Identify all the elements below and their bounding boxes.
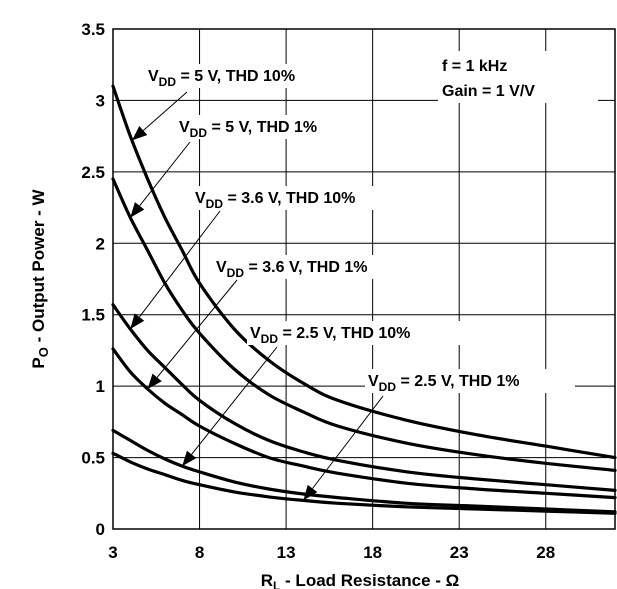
x-axis-label-main: R (261, 571, 273, 589)
label-rest: = 5 V, THD 1% (207, 119, 317, 136)
y-tick-label: 3 (96, 91, 105, 110)
label-background (145, 64, 371, 88)
y-axis-label-rest: - Output Power - W (29, 188, 48, 347)
x-tick-label: 18 (363, 543, 382, 562)
plot-frame (112, 28, 616, 530)
conditions-annotation: f = 1 kHz Gain = 1 V/V (438, 51, 598, 103)
series-label-6: VDD = 2.5 V, THD 1% (303, 369, 575, 501)
series-labels: VDD = 5 V, THD 10%VDD = 5 V, THD 1%VDD =… (130, 64, 575, 501)
label-rest: = 2.5 V, THD 10% (278, 325, 410, 342)
series-label-2: VDD = 5 V, THD 1% (130, 115, 366, 218)
series-arrow-line (138, 210, 221, 318)
condition-frequency: f = 1 kHz (442, 58, 507, 75)
series-arrow-line (191, 346, 278, 455)
y-axis-label: PO - Output Power - W (29, 188, 51, 368)
label-subscript: DD (206, 197, 224, 211)
series-arrow-head (132, 126, 148, 141)
x-axis-label-sub: L (273, 579, 280, 589)
label-rest: = 3.6 V, THD 1% (244, 259, 367, 276)
label-prefix: V (195, 190, 206, 207)
label-prefix: V (179, 119, 190, 136)
series-label-1: VDD = 5 V, THD 10% (132, 64, 371, 141)
series-arrow-head (130, 313, 145, 329)
y-tick-label: 3.5 (81, 20, 105, 39)
series-arrow-line (312, 395, 384, 489)
label-subscript: DD (159, 75, 177, 89)
series-label-4: VDD = 3.6 V, THD 1% (147, 255, 418, 389)
x-tick-label: 28 (536, 543, 555, 562)
label-background (213, 255, 418, 279)
series-label-text: VDD = 2.5 V, THD 1% (368, 373, 519, 394)
series-label-5: VDD = 2.5 V, THD 10% (182, 321, 485, 467)
y-tick-label: 1 (96, 377, 105, 396)
label-prefix: V (216, 259, 227, 276)
x-tick-label: 3 (108, 543, 117, 562)
label-subscript: DD (190, 126, 208, 140)
label-rest: = 2.5 V, THD 1% (396, 373, 519, 390)
y-tick-label: 2.5 (81, 163, 105, 182)
label-background (192, 186, 407, 210)
series-line-5 (111, 428, 617, 514)
series-label-text: VDD = 5 V, THD 10% (148, 68, 295, 89)
tick-labels: 3 8 13 18 23 28 0 0.5 1 1.5 2 2.5 3 3.5 (81, 20, 555, 562)
label-subscript: DD (261, 332, 279, 346)
series-arrow-head (147, 373, 162, 389)
series-line-4 (111, 347, 617, 500)
x-axis-label: RL - Load Resistance - Ω (261, 571, 460, 589)
series-arrow-line (139, 141, 191, 207)
series-label-text: VDD = 3.6 V, THD 1% (216, 259, 367, 280)
y-axis-label-main: P (29, 357, 48, 368)
series-arrow-head (130, 202, 145, 218)
x-tick-label: 23 (450, 543, 469, 562)
label-background (365, 369, 575, 393)
condition-gain: Gain = 1 V/V (442, 83, 535, 100)
y-tick-label: 1.5 (81, 306, 105, 325)
y-axis-label-sub: O (36, 347, 51, 357)
label-subscript: DD (379, 380, 397, 394)
label-background (176, 115, 366, 139)
series-arrow-head (303, 484, 318, 501)
x-tick-label: 8 (195, 543, 204, 562)
series-line-3 (111, 303, 617, 492)
x-axis-label-rest: - Load Resistance - Ω (280, 571, 459, 589)
label-background (247, 321, 485, 345)
series-label-text: VDD = 3.6 V, THD 10% (195, 190, 355, 211)
series-label-text: VDD = 2.5 V, THD 10% (250, 325, 410, 346)
series-arrow-line (156, 279, 238, 378)
series-label-text: VDD = 5 V, THD 1% (179, 119, 317, 140)
label-rest: = 3.6 V, THD 10% (223, 190, 355, 207)
y-tick-label: 2 (96, 234, 105, 253)
series-line-2 (111, 177, 617, 472)
label-prefix: V (368, 373, 379, 390)
y-tick-label: 0 (96, 520, 105, 539)
series-arrow-line (142, 91, 188, 131)
label-subscript: DD (227, 266, 245, 280)
series-line-6 (111, 451, 617, 515)
y-tick-label: 0.5 (81, 449, 105, 468)
series-line-1 (111, 84, 617, 460)
label-rest: = 5 V, THD 10% (176, 68, 295, 85)
curves (111, 84, 617, 515)
x-tick-label: 13 (277, 543, 296, 562)
series-arrow-head (182, 450, 197, 467)
label-prefix: V (148, 68, 159, 85)
label-prefix: V (250, 325, 261, 342)
series-label-3: VDD = 3.6 V, THD 10% (130, 186, 407, 329)
